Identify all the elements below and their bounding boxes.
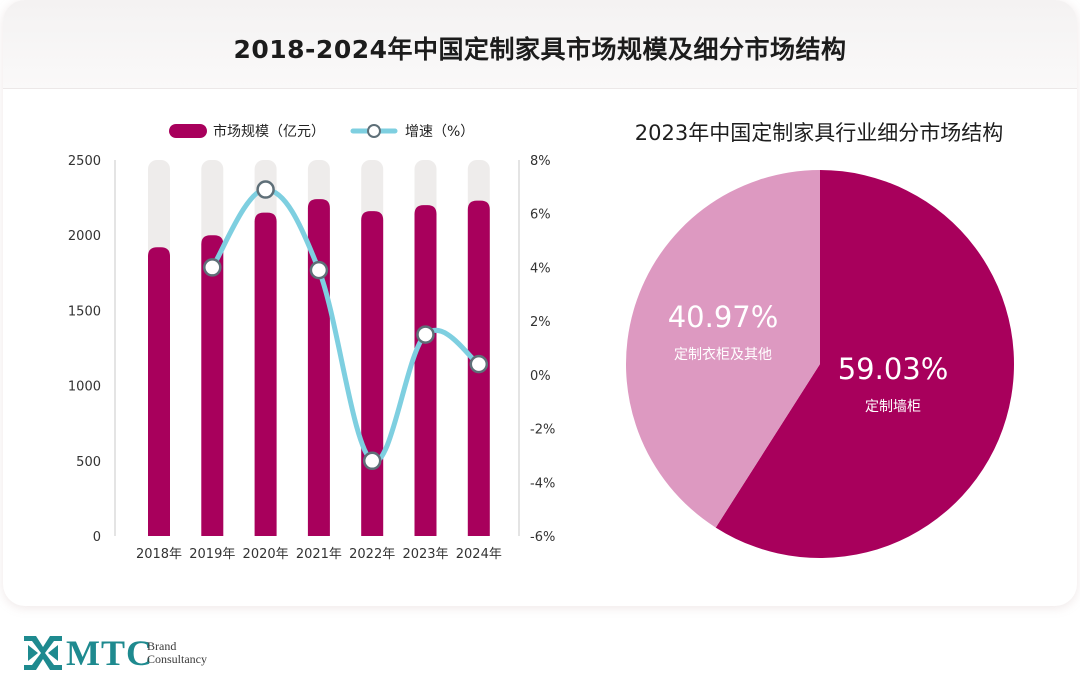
growth-point [203, 258, 222, 277]
growth-point [256, 180, 275, 199]
legend-bar-label: 市场规模（亿元） [213, 123, 325, 140]
brand-name: MTC [66, 633, 153, 673]
pie-value-label: 59.03% [838, 352, 949, 386]
growth-point [309, 260, 329, 280]
bar [201, 235, 224, 536]
x-tick-label: 2020年 [243, 547, 289, 562]
brand-subtitle: Brand Consultancy [147, 640, 207, 666]
legend-line-marker [367, 124, 381, 138]
chart-card: 2018-2024年中国定制家具市场规模及细分市场结构 0 500 1000 1500… [3, 0, 1077, 606]
y-left-tick-label: 2000 [68, 229, 101, 244]
growth-point [362, 451, 382, 471]
pie-category-label: 定制衣柜及其他 [674, 347, 772, 363]
x-tick-label: 2024年 [456, 547, 502, 562]
y-right-tick-label: 2% [530, 315, 551, 330]
pie-slice [626, 170, 820, 528]
growth-point [469, 354, 489, 374]
pie-chart: 2023年中国定制家具行业细分市场结构 59.03% 定制墙柜 40.97% 定制衣柜及… [626, 121, 1014, 559]
y-right-tick-label: 6% [530, 208, 551, 223]
bar [254, 212, 277, 536]
y-right-tick-label: -2% [530, 423, 555, 438]
bar-group [467, 160, 490, 536]
legend: 市场规模（亿元） 增速（%） [169, 123, 474, 140]
y-left-tick-label: 2500 [68, 154, 101, 169]
mtc-logo-icon [24, 636, 62, 670]
y-left-tick-label: 1500 [68, 304, 101, 319]
x-tick-label: 2021年 [296, 547, 342, 562]
y-right-tick-label: -4% [530, 476, 555, 491]
bar [148, 247, 170, 536]
card-header [3, 0, 1077, 89]
y-right-tick-label: -6% [530, 530, 555, 545]
growth-point [416, 325, 435, 344]
bar-line-chart: 0 500 1000 1500 2000 2500 -6% -4% -2% 0% 2% 4% 6% 8% 2… [68, 123, 555, 562]
y-left-tick-label: 500 [76, 455, 101, 470]
bar-group [254, 160, 277, 536]
legend-bar-swatch [169, 124, 207, 138]
pie-value-label: 40.97% [668, 300, 779, 334]
x-tick-label: 2019年 [189, 547, 235, 562]
y-left-tick-label: 0 [93, 530, 101, 545]
y-right-tick-label: 0% [530, 369, 551, 384]
main-title: 2018-2024年中国定制家具市场规模及细分市场结构 [233, 35, 847, 64]
brand-sub-line2: Consultancy [147, 652, 207, 666]
x-tick-label: 2023年 [402, 547, 448, 562]
legend-line-label: 增速（%） [405, 124, 474, 140]
y-right-tick-label: 8% [530, 154, 551, 169]
x-tick-label: 2018年 [136, 547, 182, 562]
y-left-tick-label: 1000 [68, 380, 101, 395]
pie-category-label: 定制墙柜 [865, 399, 921, 415]
bar-group [148, 160, 170, 536]
bar [414, 205, 437, 536]
y-right-tick-label: 4% [530, 261, 551, 276]
brand-sub-line1: Brand [147, 639, 177, 653]
pie-title: 2023年中国定制家具行业细分市场结构 [635, 121, 1003, 145]
x-tick-label: 2022年 [349, 547, 395, 562]
pie-slice [715, 170, 1014, 559]
bar-group [414, 160, 437, 536]
